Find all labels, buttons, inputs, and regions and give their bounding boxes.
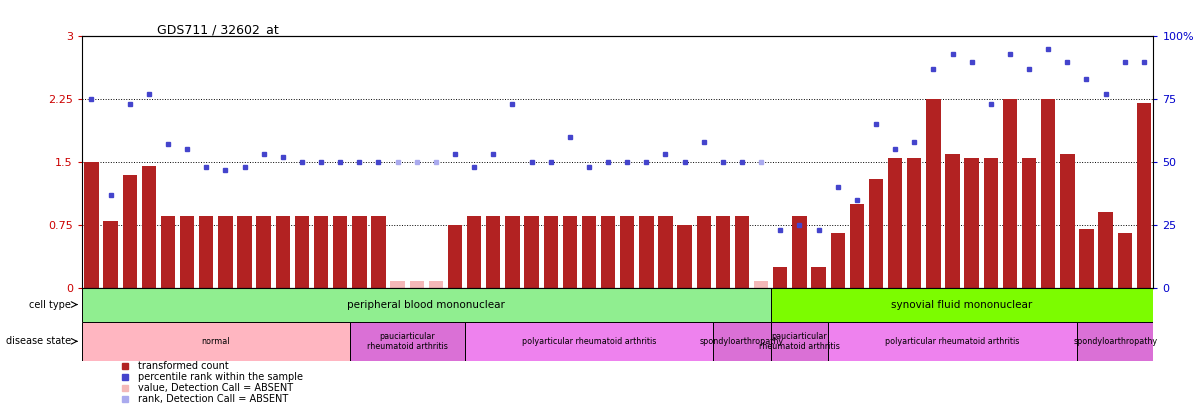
Bar <box>1003 99 1017 288</box>
Bar <box>1098 212 1112 288</box>
Bar <box>887 158 902 288</box>
Bar <box>850 204 864 288</box>
Bar <box>984 158 998 288</box>
Bar <box>543 216 557 288</box>
Text: transformed count: transformed count <box>137 361 229 371</box>
Bar <box>314 216 329 288</box>
Bar <box>869 179 884 288</box>
Bar <box>409 281 424 288</box>
Bar <box>697 216 710 288</box>
Bar <box>82 288 771 322</box>
Text: peripheral blood mononuclear: peripheral blood mononuclear <box>348 300 506 309</box>
Bar <box>82 322 349 361</box>
Bar <box>84 162 99 288</box>
Bar <box>562 216 577 288</box>
Text: rank, Detection Call = ABSENT: rank, Detection Call = ABSENT <box>137 394 288 404</box>
Bar <box>945 153 960 288</box>
Bar <box>907 158 921 288</box>
Bar <box>486 216 501 288</box>
Bar <box>506 216 520 288</box>
Bar <box>256 216 271 288</box>
Bar <box>771 288 1153 322</box>
Bar <box>525 216 538 288</box>
Bar <box>792 216 807 288</box>
Bar <box>142 166 157 288</box>
Bar <box>715 216 730 288</box>
Bar <box>828 322 1076 361</box>
Bar <box>161 216 175 288</box>
Text: GDS711 / 32602_at: GDS711 / 32602_at <box>157 23 278 36</box>
Text: pauciarticular
rheumatoid arthritis: pauciarticular rheumatoid arthritis <box>759 332 840 351</box>
Text: spondyloarthropathy: spondyloarthropathy <box>1073 337 1157 346</box>
Bar <box>601 216 615 288</box>
Bar <box>926 99 940 288</box>
Bar <box>1041 99 1056 288</box>
Bar <box>1061 153 1074 288</box>
Bar <box>349 322 465 361</box>
Text: spondyloarthropathy: spondyloarthropathy <box>700 337 784 346</box>
Bar <box>1022 158 1037 288</box>
Bar <box>123 175 137 288</box>
Text: cell type: cell type <box>29 300 71 309</box>
Bar <box>179 216 194 288</box>
Bar <box>1079 229 1093 288</box>
Text: percentile rank within the sample: percentile rank within the sample <box>137 372 302 382</box>
Bar <box>964 158 979 288</box>
Text: polyarticular rheumatoid arthritis: polyarticular rheumatoid arthritis <box>521 337 656 346</box>
Bar <box>465 322 713 361</box>
Bar <box>1137 103 1151 288</box>
Bar <box>334 216 348 288</box>
Text: pauciarticular
rheumatoid arthritis: pauciarticular rheumatoid arthritis <box>367 332 448 351</box>
Bar <box>734 216 749 288</box>
Text: normal: normal <box>201 337 230 346</box>
Bar <box>713 322 771 361</box>
Text: disease state: disease state <box>6 336 71 346</box>
Bar <box>639 216 654 288</box>
Text: value, Detection Call = ABSENT: value, Detection Call = ABSENT <box>137 383 293 393</box>
Bar <box>199 216 213 288</box>
Bar <box>659 216 673 288</box>
Bar <box>754 281 768 288</box>
Bar <box>773 266 787 288</box>
Bar <box>1076 322 1153 361</box>
Bar <box>390 281 405 288</box>
Bar <box>104 221 118 288</box>
Bar <box>448 225 462 288</box>
Bar <box>831 233 845 288</box>
Bar <box>371 216 385 288</box>
Bar <box>467 216 482 288</box>
Bar <box>218 216 232 288</box>
Text: synovial fluid mononuclear: synovial fluid mononuclear <box>891 300 1033 309</box>
Bar <box>1117 233 1132 288</box>
Bar <box>678 225 692 288</box>
Bar <box>295 216 309 288</box>
Bar <box>352 216 366 288</box>
Bar <box>771 322 828 361</box>
Bar <box>620 216 635 288</box>
Bar <box>582 216 596 288</box>
Bar <box>811 266 826 288</box>
Bar <box>237 216 252 288</box>
Bar <box>276 216 290 288</box>
Bar <box>429 281 443 288</box>
Text: polyarticular rheumatoid arthritis: polyarticular rheumatoid arthritis <box>885 337 1020 346</box>
